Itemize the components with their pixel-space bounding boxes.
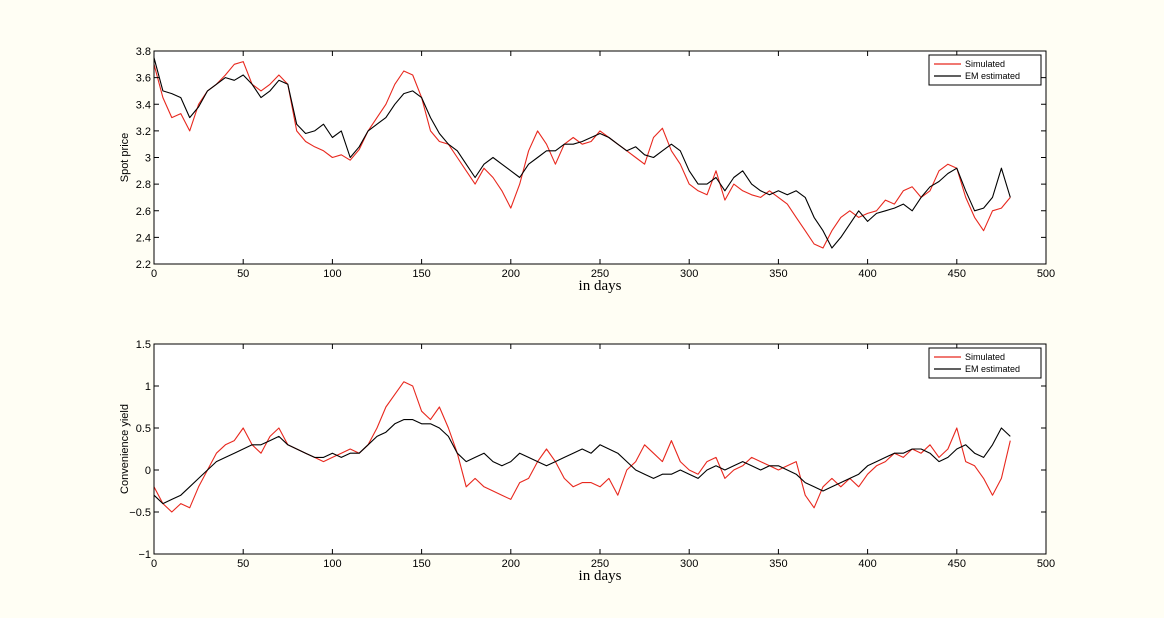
- chart-1: 0 50 100 150 200 250 300 350 400 450 500 2.2 2.4 2.6 2…: [119, 46, 1055, 294]
- x-tick-label: 250: [591, 268, 609, 280]
- x-tick-label: 300: [680, 558, 698, 570]
- series-group: [154, 57, 1011, 249]
- y-tick-label: 3.2: [136, 126, 151, 138]
- series-group: [154, 381, 1011, 513]
- x-tick-label: 400: [858, 558, 876, 570]
- x-axis-label: in days: [579, 568, 622, 584]
- legend: Simulated EM estimated: [928, 347, 1042, 379]
- y-tick-label: 2.4: [136, 232, 151, 244]
- x-tick-label: 450: [948, 558, 966, 570]
- x-tick-label: 500: [1037, 558, 1055, 570]
- y-axis-label: Spot price: [119, 133, 131, 183]
- chart-2: 0 50 100 150 200 250 300 350 400 450 500 −1 −0.5 0 0.5…: [119, 339, 1055, 584]
- x-tick-label: 100: [323, 558, 341, 570]
- legend-label-em-estimated: EM estimated: [965, 364, 1020, 374]
- y-tick-label: 3.6: [136, 73, 151, 85]
- x-tick-label: 150: [412, 558, 430, 570]
- y-tick-label: 3: [145, 153, 151, 165]
- x-tick-label: 150: [412, 268, 430, 280]
- legend-label-simulated: Simulated: [965, 352, 1005, 362]
- y-tick-label: 2.6: [136, 206, 151, 218]
- x-tick-label: 350: [769, 268, 787, 280]
- y-tick-label: −0.5: [129, 507, 151, 519]
- x-tick-label: 450: [948, 268, 966, 280]
- y-tick-label: 0: [145, 465, 151, 477]
- y-tick-label: 1: [145, 381, 151, 393]
- x-tick-label: 200: [502, 558, 520, 570]
- plot-area: [154, 344, 1046, 554]
- legend-label-em-estimated: EM estimated: [965, 71, 1020, 81]
- x-tick-label: 500: [1037, 268, 1055, 280]
- series-line-em-estimated: [154, 419, 1011, 505]
- x-tick-label: 0: [151, 268, 157, 280]
- series-line-em-estimated: [154, 57, 1011, 249]
- y-tick-label: 2.2: [136, 259, 151, 271]
- legend-box: [928, 54, 1042, 86]
- y-tick-label: 2.8: [136, 179, 151, 191]
- y-tick-label: 3.4: [136, 99, 151, 111]
- x-tick-label: 0: [151, 558, 157, 570]
- x-tick-label: 250: [591, 558, 609, 570]
- y-tick-label: 0.5: [136, 423, 151, 435]
- x-tick-label: 50: [237, 558, 249, 570]
- x-axis-label: in days: [579, 278, 622, 294]
- x-tick-label: 400: [858, 268, 876, 280]
- y-tick-label: −1: [138, 549, 151, 561]
- legend: Simulated EM estimated: [928, 54, 1042, 86]
- x-tick-label: 50: [237, 268, 249, 280]
- plot-area: [154, 51, 1046, 264]
- y-tick-label: 3.8: [136, 46, 151, 58]
- x-tick-label: 200: [502, 268, 520, 280]
- legend-box: [928, 347, 1042, 379]
- y-axis-label: Convenience yield: [119, 404, 131, 494]
- legend-label-simulated: Simulated: [965, 59, 1005, 69]
- series-line-simulated: [154, 61, 1011, 249]
- x-tick-label: 100: [323, 268, 341, 280]
- x-tick-label: 350: [769, 558, 787, 570]
- x-tick-label: 300: [680, 268, 698, 280]
- y-tick-label: 1.5: [136, 339, 151, 351]
